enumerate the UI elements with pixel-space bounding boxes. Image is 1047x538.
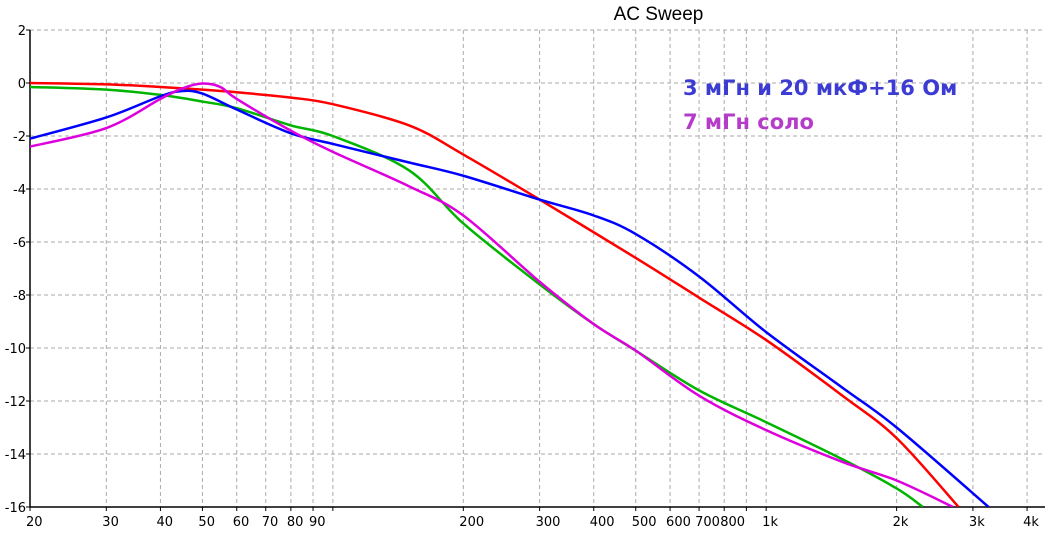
legend-entry-blue: 3 мГн и 20 мкФ+16 Ом (683, 76, 958, 100)
x-tick-label: 2k (893, 515, 909, 530)
y-tick-label: -8 (13, 289, 26, 304)
x-tick-label: 50 (198, 515, 215, 530)
x-tick-label: 300 (536, 515, 561, 530)
chart-title: AC Sweep (613, 4, 704, 25)
x-tick-label: 30 (102, 515, 119, 530)
series-line-2 (30, 89, 990, 507)
y-tick-label: -14 (5, 448, 26, 463)
y-tick-label: -4 (13, 183, 26, 198)
y-tick-label: -2 (13, 130, 26, 145)
x-tick-label: 600 (666, 515, 691, 530)
x-tick-label: 700 (695, 515, 720, 530)
series-line-0 (30, 81, 960, 507)
x-tick-label: 40 (156, 515, 173, 530)
x-tick-label: 200 (459, 515, 484, 530)
x-tick-label: 3k (969, 515, 985, 530)
legend-entry-magenta: 7 мГн соло (683, 110, 814, 134)
y-tick-label: -6 (13, 236, 26, 251)
y-tick-label: 2 (18, 24, 26, 39)
x-tick-label: 20 (26, 515, 43, 530)
x-tick-label: 800 (720, 515, 745, 530)
y-tick-label: 0 (18, 77, 26, 92)
x-tick-label: 90 (309, 515, 326, 530)
series-line-3 (30, 82, 954, 507)
y-tick-label: -10 (5, 342, 26, 357)
x-tick-label: 1k (762, 515, 778, 530)
x-tick-label: 70 (262, 515, 279, 530)
series-line-1 (30, 85, 924, 507)
x-tick-label: 4k (1023, 515, 1039, 530)
x-tick-label: 500 (632, 515, 657, 530)
x-tick-label: 80 (287, 515, 304, 530)
x-tick-label: 60 (233, 515, 250, 530)
y-tick-label: -16 (5, 501, 26, 516)
y-tick-label: -12 (5, 395, 26, 410)
x-tick-label: 400 (590, 515, 615, 530)
